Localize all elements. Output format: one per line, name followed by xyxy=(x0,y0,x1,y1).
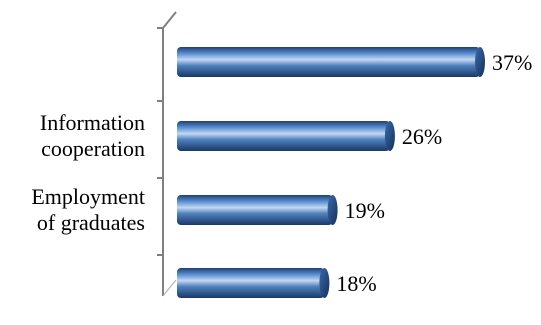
category-labels: Information cooperation Employment of gradu… xyxy=(31,110,145,235)
category-label: Information cooperation xyxy=(40,110,145,161)
data-label: 18% xyxy=(336,271,376,296)
bar-body xyxy=(177,195,333,225)
bar-cap xyxy=(327,195,338,225)
bar-cap xyxy=(475,47,485,77)
bar-body xyxy=(177,121,390,151)
bar-body xyxy=(177,47,480,77)
data-label: 37% xyxy=(492,50,532,75)
data-label: 19% xyxy=(345,198,385,223)
category-axis xyxy=(157,11,177,297)
bar-cap xyxy=(319,268,330,298)
bar xyxy=(177,47,485,77)
bar xyxy=(177,195,338,225)
bar-series xyxy=(177,47,485,298)
category-label: Employment of graduates xyxy=(31,184,145,235)
axis-floor-line xyxy=(162,279,177,297)
bar xyxy=(177,121,395,151)
data-label: 26% xyxy=(402,124,442,149)
bar-cap xyxy=(384,121,395,151)
bar xyxy=(177,268,330,298)
bar-body xyxy=(177,268,325,298)
axis-back-line xyxy=(162,11,177,29)
data-labels: 37% 26% 19% 18% xyxy=(336,50,532,296)
